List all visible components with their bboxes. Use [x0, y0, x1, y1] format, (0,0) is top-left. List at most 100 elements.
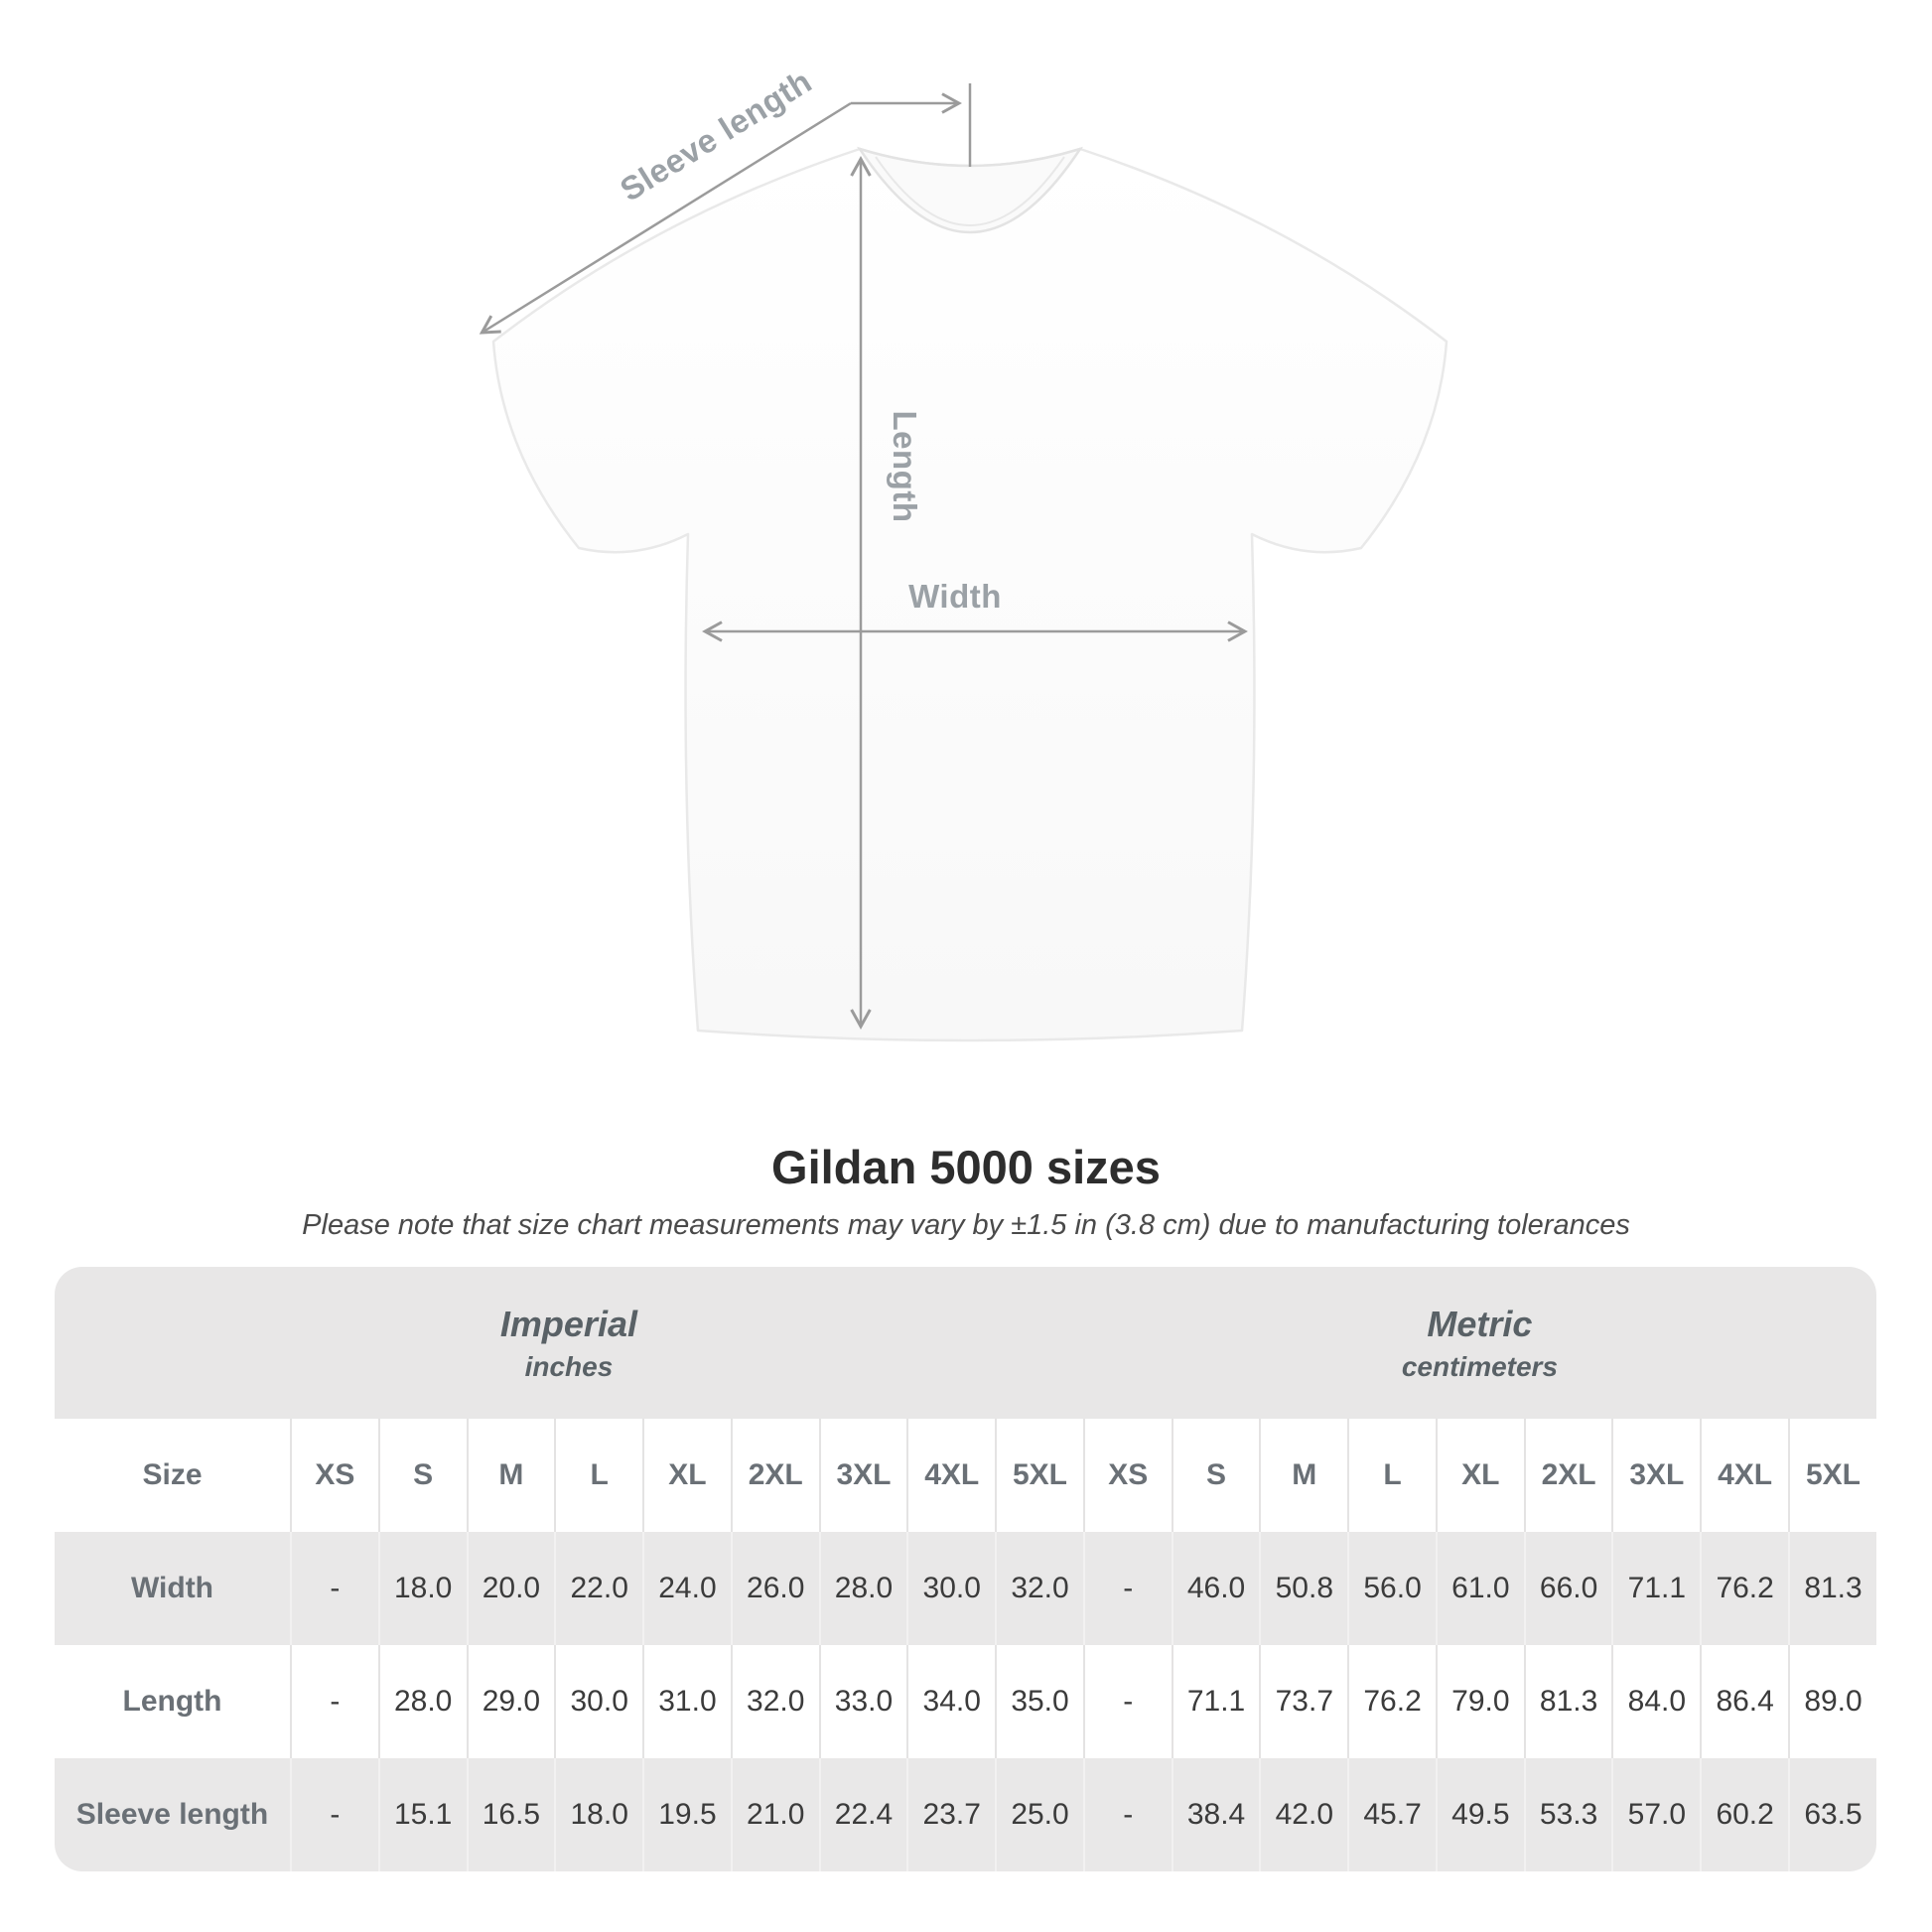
- row-label: Sleeve length: [55, 1758, 290, 1871]
- cell-value: 66.0: [1523, 1532, 1612, 1645]
- metric-unit-label: centimeters: [1401, 1350, 1559, 1382]
- cell-value: 35.0: [995, 1645, 1083, 1758]
- cell-value: 61.0: [1435, 1532, 1524, 1645]
- cell-value: 16.5: [466, 1758, 555, 1871]
- imperial-unit-label: inches: [524, 1350, 614, 1382]
- cell-value: 28.0: [818, 1532, 907, 1645]
- tshirt-graphic: [491, 146, 1449, 1042]
- size-header-row: Size XS S M L XL 2XL 3XL 4XL 5XL XS S M L XL 2XL 3XL 4XL…: [55, 1419, 1876, 1532]
- cell-value: 53.3: [1523, 1758, 1612, 1871]
- cell-value: -: [290, 1645, 378, 1758]
- cell-value: 15.1: [377, 1758, 467, 1871]
- column-header-imperial-l: L: [554, 1419, 643, 1532]
- column-header-metric-xs: XS: [1082, 1419, 1172, 1532]
- row-label: Length: [55, 1645, 290, 1758]
- cell-value: 49.5: [1435, 1758, 1524, 1871]
- cell-value: 18.0: [377, 1532, 467, 1645]
- measurement-rows: Width -18.0 20.0 22.0 24.0 26.0 28.0 30.0 32.0-4…: [55, 1532, 1876, 1871]
- cell-value: 86.4: [1700, 1645, 1789, 1758]
- size-table: Imperial inches Metric centimeters Size …: [55, 1267, 1876, 1871]
- column-header-metric-4xl: 4XL: [1700, 1419, 1789, 1532]
- cell-value: 73.7: [1259, 1645, 1348, 1758]
- metric-group-header: Metric centimeters: [1082, 1267, 1876, 1419]
- unit-group-header-row: Imperial inches Metric centimeters: [55, 1267, 1876, 1419]
- cell-value: 19.5: [642, 1758, 731, 1871]
- width-label: Width: [908, 578, 1002, 615]
- cell-value: 31.0: [642, 1645, 731, 1758]
- table-row-sleeve-length: Sleeve length -15.1 16.5 18.0 19.5 21.0 22.4 23…: [55, 1758, 1876, 1871]
- cell-value: 76.2: [1347, 1645, 1436, 1758]
- column-header-metric-xl: XL: [1435, 1419, 1524, 1532]
- cell-value: 81.3: [1788, 1532, 1876, 1645]
- row-label: Width: [55, 1532, 290, 1645]
- cell-value: 71.1: [1171, 1645, 1260, 1758]
- cell-value: 24.0: [642, 1532, 731, 1645]
- cell-value: -: [1082, 1645, 1172, 1758]
- cell-value: -: [290, 1532, 378, 1645]
- cell-value: 30.0: [906, 1532, 996, 1645]
- cell-value: 45.7: [1347, 1758, 1436, 1871]
- cell-value: -: [290, 1758, 378, 1871]
- imperial-label: Imperial: [499, 1303, 637, 1344]
- size-column-header: Size: [55, 1419, 290, 1532]
- cell-value: 56.0: [1347, 1532, 1436, 1645]
- tshirt-collar: [857, 146, 1083, 234]
- cell-value: 22.0: [554, 1532, 643, 1645]
- cell-value: 33.0: [818, 1645, 907, 1758]
- cell-value: 89.0: [1788, 1645, 1876, 1758]
- cell-value: 79.0: [1435, 1645, 1524, 1758]
- tolerance-note: Please note that size chart measurements…: [302, 1209, 1630, 1241]
- cell-value: 26.0: [730, 1532, 819, 1645]
- cell-value: 38.4: [1171, 1758, 1260, 1871]
- column-header-imperial-2xl: 2XL: [730, 1419, 819, 1532]
- width-measure: Width: [702, 578, 1248, 642]
- cell-value: -: [1082, 1532, 1172, 1645]
- column-header-imperial-s: S: [377, 1419, 467, 1532]
- cell-value: -: [1082, 1758, 1172, 1871]
- tshirt-measurement-diagram: Sleeve length Length Width: [479, 63, 1449, 1042]
- cell-value: 25.0: [995, 1758, 1083, 1871]
- column-header-imperial-m: M: [466, 1419, 555, 1532]
- cell-value: 29.0: [466, 1645, 555, 1758]
- cell-value: 20.0: [466, 1532, 555, 1645]
- size-table-container: Imperial inches Metric centimeters Size …: [55, 1267, 1876, 1871]
- column-header-metric-m: M: [1259, 1419, 1348, 1532]
- cell-value: 76.2: [1700, 1532, 1789, 1645]
- table-row-length: Length -28.0 29.0 30.0 31.0 32.0 33.0 34.0 35.0-…: [55, 1645, 1876, 1758]
- tshirt-collar-seam: [875, 156, 1065, 226]
- column-header-metric-3xl: 3XL: [1611, 1419, 1701, 1532]
- column-header-imperial-3xl: 3XL: [818, 1419, 907, 1532]
- cell-value: 71.1: [1611, 1532, 1701, 1645]
- column-header-imperial-xl: XL: [642, 1419, 731, 1532]
- cell-value: 81.3: [1523, 1645, 1612, 1758]
- imperial-group-header: Imperial inches: [55, 1267, 1083, 1419]
- cell-value: 60.2: [1700, 1758, 1789, 1871]
- cell-value: 50.8: [1259, 1532, 1348, 1645]
- metric-label: Metric: [1427, 1303, 1533, 1344]
- cell-value: 46.0: [1171, 1532, 1260, 1645]
- cell-value: 21.0: [730, 1758, 819, 1871]
- page-title: Gildan 5000 sizes: [771, 1141, 1161, 1193]
- cell-value: 42.0: [1259, 1758, 1348, 1871]
- tshirt-body-shape: [491, 147, 1449, 1042]
- table-row-width: Width -18.0 20.0 22.0 24.0 26.0 28.0 30.0 32.0-4…: [55, 1532, 1876, 1645]
- cell-value: 22.4: [818, 1758, 907, 1871]
- sleeve-length-diagonal-arrow: [479, 101, 852, 335]
- column-header-metric-5xl: 5XL: [1788, 1419, 1876, 1532]
- column-header-imperial-5xl: 5XL: [995, 1419, 1083, 1532]
- column-header-metric-s: S: [1171, 1419, 1260, 1532]
- cell-value: 30.0: [554, 1645, 643, 1758]
- column-header-imperial-4xl: 4XL: [906, 1419, 996, 1532]
- cell-value: 63.5: [1788, 1758, 1876, 1871]
- cell-value: 23.7: [906, 1758, 996, 1871]
- cell-value: 84.0: [1611, 1645, 1701, 1758]
- column-header-imperial-xs: XS: [290, 1419, 378, 1532]
- column-header-metric-l: L: [1347, 1419, 1436, 1532]
- column-header-metric-2xl: 2XL: [1523, 1419, 1612, 1532]
- cell-value: 28.0: [377, 1645, 467, 1758]
- cell-value: 18.0: [554, 1758, 643, 1871]
- length-measure: Length: [850, 156, 923, 1030]
- cell-value: 32.0: [995, 1532, 1083, 1645]
- cell-value: 32.0: [730, 1645, 819, 1758]
